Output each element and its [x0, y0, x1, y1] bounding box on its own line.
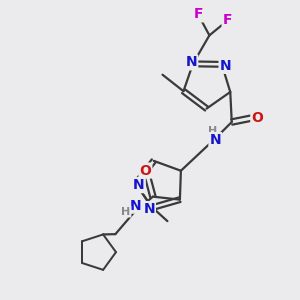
Text: N: N [209, 133, 221, 147]
Text: O: O [251, 110, 263, 124]
Text: N: N [186, 55, 197, 69]
Text: F: F [194, 7, 204, 21]
Text: H: H [208, 126, 217, 136]
Text: N: N [143, 202, 155, 216]
Text: N: N [130, 199, 142, 213]
Text: H: H [121, 207, 130, 217]
Text: F: F [223, 13, 232, 27]
Text: N: N [220, 59, 231, 73]
Text: N: N [133, 178, 145, 192]
Text: O: O [140, 164, 151, 178]
